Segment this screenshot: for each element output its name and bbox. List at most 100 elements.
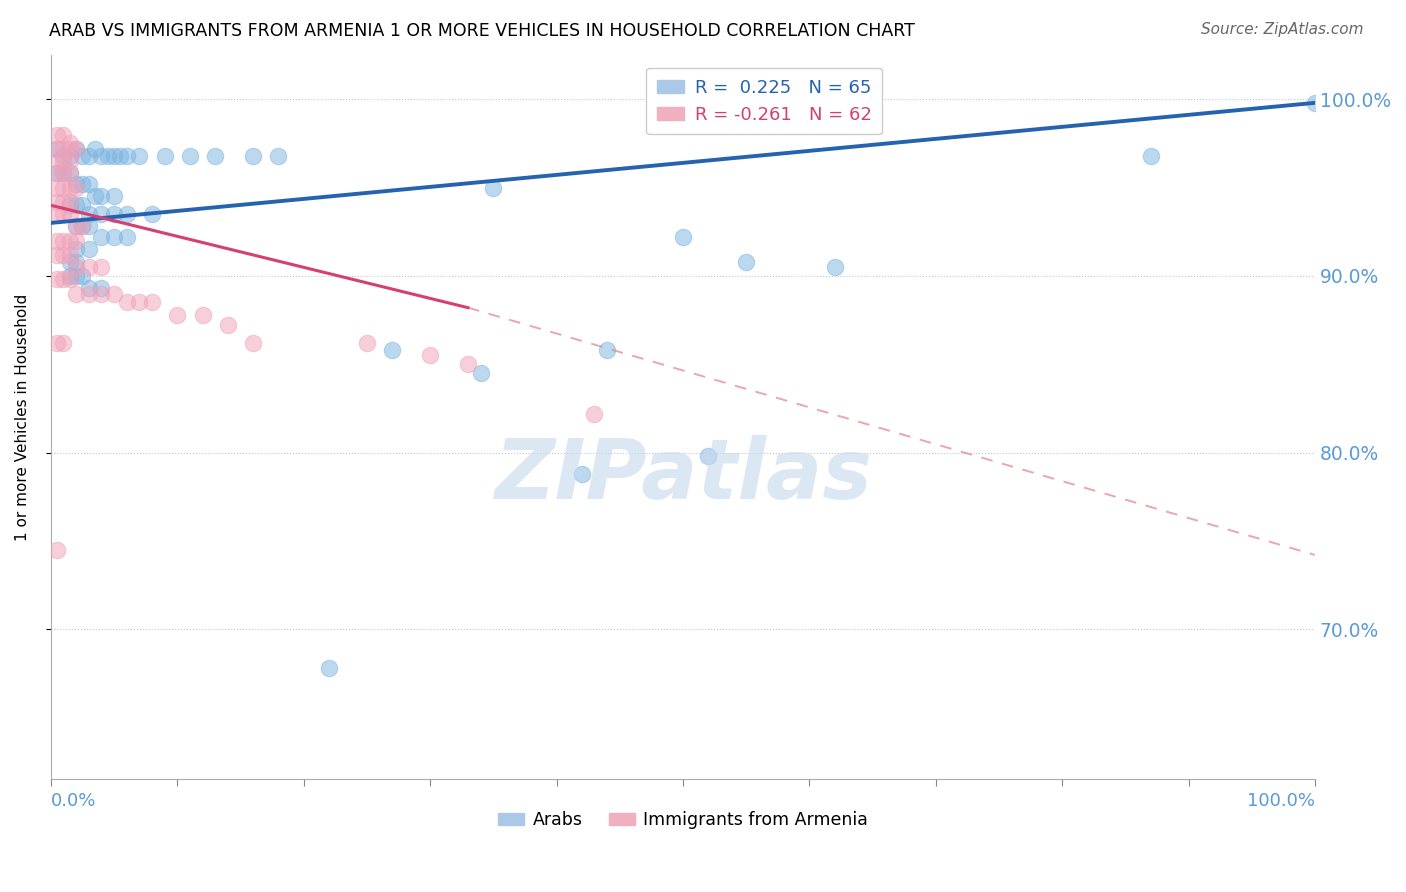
- Point: [110, 149, 132, 163]
- Point: [65, 234, 87, 248]
- Text: ZIPatlas: ZIPatlas: [494, 434, 872, 516]
- Point: [90, 260, 112, 274]
- Point: [72, 198, 94, 212]
- Point: [103, 149, 125, 163]
- Point: [46, 272, 69, 286]
- Point: [52, 180, 75, 194]
- Point: [179, 149, 201, 163]
- Point: [52, 128, 75, 142]
- Point: [672, 230, 695, 244]
- Point: [115, 295, 138, 310]
- Point: [103, 230, 125, 244]
- Point: [52, 194, 75, 209]
- Point: [482, 180, 505, 194]
- Point: [46, 207, 69, 221]
- Point: [824, 260, 846, 274]
- Point: [90, 286, 112, 301]
- Point: [90, 230, 112, 244]
- Point: [52, 272, 75, 286]
- Point: [52, 207, 75, 221]
- Point: [46, 154, 69, 169]
- Point: [697, 449, 720, 463]
- Point: [52, 149, 75, 163]
- Point: [419, 348, 441, 362]
- Point: [46, 166, 69, 180]
- Point: [65, 219, 87, 234]
- Point: [59, 142, 82, 156]
- Point: [72, 219, 94, 234]
- Point: [65, 219, 87, 234]
- Point: [59, 166, 82, 180]
- Point: [65, 268, 87, 283]
- Point: [583, 407, 606, 421]
- Point: [115, 149, 138, 163]
- Point: [166, 308, 188, 322]
- Point: [356, 336, 378, 351]
- Legend: Arabs, Immigrants from Armenia: Arabs, Immigrants from Armenia: [491, 804, 875, 836]
- Point: [46, 248, 69, 262]
- Point: [46, 128, 69, 142]
- Point: [46, 180, 69, 194]
- Point: [65, 177, 87, 191]
- Point: [735, 254, 758, 268]
- Point: [65, 142, 87, 156]
- Point: [59, 268, 82, 283]
- Point: [90, 281, 112, 295]
- Text: 0.0%: 0.0%: [51, 792, 96, 810]
- Point: [52, 166, 75, 180]
- Point: [267, 149, 290, 163]
- Point: [59, 149, 82, 163]
- Text: 100.0%: 100.0%: [1247, 792, 1315, 810]
- Point: [65, 254, 87, 268]
- Point: [72, 149, 94, 163]
- Point: [65, 198, 87, 212]
- Point: [65, 142, 87, 156]
- Point: [128, 149, 150, 163]
- Y-axis label: 1 or more Vehicles in Household: 1 or more Vehicles in Household: [15, 293, 30, 541]
- Point: [141, 207, 163, 221]
- Point: [470, 366, 492, 380]
- Point: [77, 243, 100, 257]
- Text: Source: ZipAtlas.com: Source: ZipAtlas.com: [1201, 22, 1364, 37]
- Point: [65, 243, 87, 257]
- Point: [77, 149, 100, 163]
- Point: [52, 142, 75, 156]
- Point: [72, 268, 94, 283]
- Point: [52, 154, 75, 169]
- Point: [128, 295, 150, 310]
- Point: [59, 154, 82, 169]
- Point: [59, 198, 82, 212]
- Point: [77, 286, 100, 301]
- Point: [59, 166, 82, 180]
- Point: [153, 149, 176, 163]
- Point: [77, 207, 100, 221]
- Point: [65, 180, 87, 194]
- Point: [97, 149, 120, 163]
- Point: [84, 142, 107, 156]
- Point: [59, 180, 82, 194]
- Point: [59, 272, 82, 286]
- Point: [217, 318, 239, 333]
- Point: [52, 166, 75, 180]
- Point: [318, 661, 340, 675]
- Point: [103, 207, 125, 221]
- Point: [52, 336, 75, 351]
- Point: [59, 207, 82, 221]
- Point: [59, 136, 82, 151]
- Point: [46, 336, 69, 351]
- Point: [46, 166, 69, 180]
- Point: [46, 142, 69, 156]
- Point: [52, 248, 75, 262]
- Point: [77, 219, 100, 234]
- Point: [90, 189, 112, 203]
- Point: [59, 254, 82, 268]
- Point: [242, 149, 264, 163]
- Point: [59, 248, 82, 262]
- Text: ARAB VS IMMIGRANTS FROM ARMENIA 1 OR MORE VEHICLES IN HOUSEHOLD CORRELATION CHAR: ARAB VS IMMIGRANTS FROM ARMENIA 1 OR MOR…: [49, 22, 915, 40]
- Point: [65, 260, 87, 274]
- Point: [103, 286, 125, 301]
- Point: [46, 542, 69, 557]
- Point: [457, 357, 479, 371]
- Point: [115, 230, 138, 244]
- Point: [381, 343, 404, 357]
